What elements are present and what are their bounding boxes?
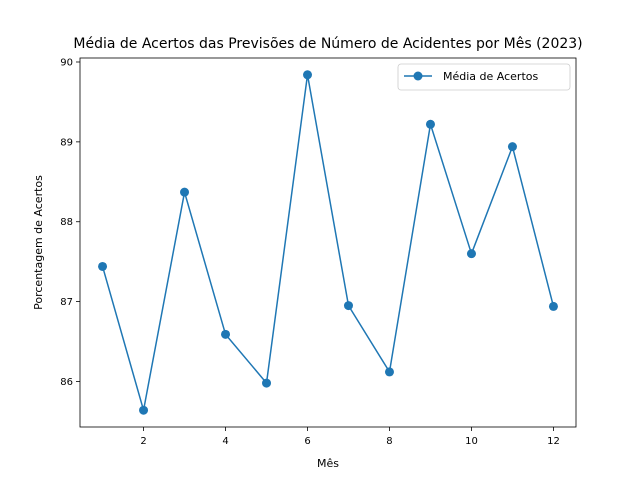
x-axis-label: Mês [317,457,339,470]
y-axis-ticks: 86 87 88 89 90 [60,57,80,388]
data-point [98,261,108,271]
y-tick-label: 90 [60,57,73,68]
y-tick-label: 89 [60,137,73,148]
x-tick-label: 12 [547,436,560,447]
data-point [384,367,394,377]
x-tick-label: 8 [386,436,392,447]
legend-entry-label: Média de Acertos [443,70,538,83]
plot-area-frame [79,57,577,428]
data-point [466,249,476,259]
x-tick-label: 4 [222,436,228,447]
y-axis-label: Porcentagem de Acertos [32,175,45,310]
legend: Média de Acertos [397,63,571,91]
data-point [303,70,313,80]
data-point [221,329,231,339]
chart-title: Média de Acertos das Previsões de Número… [73,36,582,52]
data-point [180,187,190,197]
data-point [548,301,558,311]
legend-marker-swatch [413,71,423,81]
y-tick-label: 87 [60,297,73,308]
legend-box [397,63,571,91]
x-axis-ticks: 2 4 6 8 10 12 [140,427,560,447]
x-tick-label: 10 [465,436,478,447]
y-tick-label: 88 [60,217,73,228]
data-point [139,405,149,415]
x-tick-label: 6 [304,436,310,447]
data-point [262,378,272,388]
y-tick-label: 86 [60,377,73,388]
data-point [507,142,517,152]
data-point [425,119,435,129]
series-line [101,74,555,411]
x-tick-label: 2 [140,436,146,447]
data-point [343,301,353,311]
series-layer [98,70,558,415]
